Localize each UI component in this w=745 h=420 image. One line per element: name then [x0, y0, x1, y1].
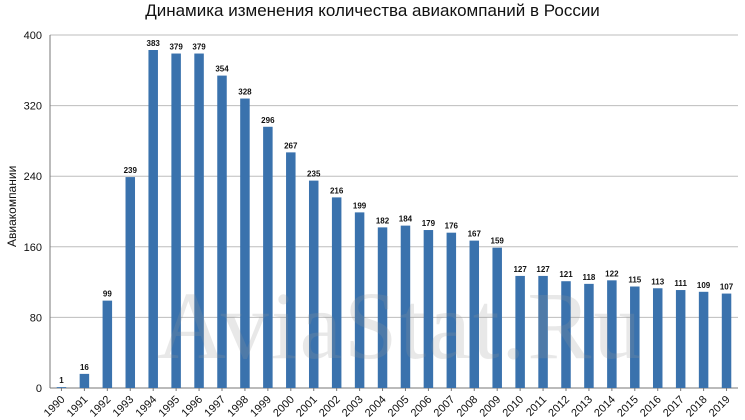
data-label: 107	[720, 283, 734, 292]
bar	[171, 53, 181, 388]
bar	[584, 283, 594, 388]
data-label: 216	[330, 186, 344, 195]
x-tick-label: 2005	[386, 394, 412, 420]
bar	[308, 180, 319, 388]
data-label: 115	[628, 276, 641, 285]
data-label: 16	[80, 363, 89, 372]
data-label: 127	[513, 265, 527, 274]
bar	[240, 98, 250, 388]
x-tick-label: 2001	[294, 394, 320, 420]
data-label: 182	[376, 216, 390, 225]
y-tick-label: 0	[36, 383, 42, 395]
y-tick-label: 80	[30, 312, 42, 324]
bar	[675, 290, 686, 388]
x-tick-label: 2010	[500, 394, 526, 420]
bar	[446, 232, 457, 388]
x-tick-label: 1999	[248, 394, 274, 420]
bar	[56, 387, 67, 388]
bar	[515, 275, 525, 388]
data-label: 121	[559, 270, 573, 279]
data-label: 176	[445, 222, 459, 231]
data-label: 239	[124, 166, 138, 175]
bar	[377, 227, 388, 388]
x-tick-label: 1995	[156, 394, 182, 420]
data-label: 179	[422, 219, 436, 228]
x-tick-label: 2019	[707, 394, 733, 420]
data-label: 118	[582, 273, 595, 282]
data-label: 109	[697, 281, 711, 290]
data-label: 383	[147, 39, 161, 48]
y-tick-label: 400	[24, 30, 42, 42]
data-label: 199	[353, 201, 367, 210]
x-tick-label: 2017	[661, 394, 687, 420]
x-tick-label: 2015	[615, 394, 641, 420]
y-tick-label: 160	[24, 242, 42, 254]
x-tick-label: 2009	[478, 394, 504, 420]
bar	[217, 75, 227, 388]
x-tick-label: 2016	[638, 394, 664, 420]
bar	[469, 240, 480, 388]
data-label: 235	[307, 170, 321, 179]
data-label: 122	[605, 269, 619, 278]
bar	[423, 230, 434, 388]
x-tick-label: 2008	[455, 394, 481, 420]
x-tick-label: 2018	[684, 394, 710, 420]
bar	[194, 53, 204, 388]
x-tick-label: 1998	[225, 394, 251, 420]
x-tick-label: 2012	[546, 394, 572, 420]
bar	[630, 286, 640, 388]
x-tick-label: 1996	[179, 394, 205, 420]
x-tick-label: 2007	[432, 394, 458, 420]
x-tick-label: 2013	[569, 394, 595, 420]
x-tick-label: 2011	[524, 394, 549, 419]
bar	[561, 281, 571, 388]
x-tick-label: 1991	[65, 394, 91, 420]
y-tick-label: 240	[24, 171, 42, 183]
bar	[331, 197, 342, 388]
x-tick-label: 1990	[42, 394, 68, 420]
bar	[79, 373, 90, 388]
x-tick-label: 2004	[363, 394, 389, 420]
bar	[263, 126, 273, 388]
bar	[492, 247, 502, 388]
data-label: 296	[261, 116, 275, 125]
data-label: 99	[103, 290, 112, 299]
data-label: 159	[491, 237, 505, 246]
x-tick-label: 1993	[111, 394, 137, 420]
y-tick-label: 320	[24, 101, 42, 113]
data-label: 328	[238, 88, 252, 97]
data-label: 1	[59, 376, 64, 385]
data-label: 167	[468, 230, 482, 239]
bar	[607, 280, 617, 388]
x-tick-label: 1997	[202, 394, 228, 420]
x-tick-label: 1992	[88, 394, 114, 420]
data-label: 184	[399, 215, 413, 224]
data-label: 379	[169, 43, 183, 52]
x-tick-label: 2000	[271, 394, 297, 420]
x-tick-label: 2014	[592, 394, 618, 420]
data-label: 267	[284, 141, 298, 150]
data-label: 354	[215, 65, 229, 74]
bar	[102, 300, 113, 388]
data-label: 379	[192, 43, 206, 52]
x-tick-label: 2002	[317, 394, 343, 420]
bar	[400, 225, 411, 388]
bar	[721, 293, 732, 388]
data-label: 127	[536, 265, 550, 274]
bar	[698, 291, 709, 388]
bar	[148, 50, 158, 388]
x-tick-label: 2003	[340, 394, 366, 420]
bar	[354, 212, 365, 388]
bar	[125, 177, 136, 388]
data-label: 113	[651, 277, 664, 286]
chart-title: Динамика изменения количества авиакомпан…	[145, 1, 600, 20]
x-tick-label: 2006	[409, 394, 435, 420]
bar	[652, 288, 663, 388]
data-label: 111	[674, 279, 687, 288]
bar	[538, 275, 548, 388]
x-tick-label: 1994	[134, 394, 160, 420]
bar	[286, 152, 296, 388]
